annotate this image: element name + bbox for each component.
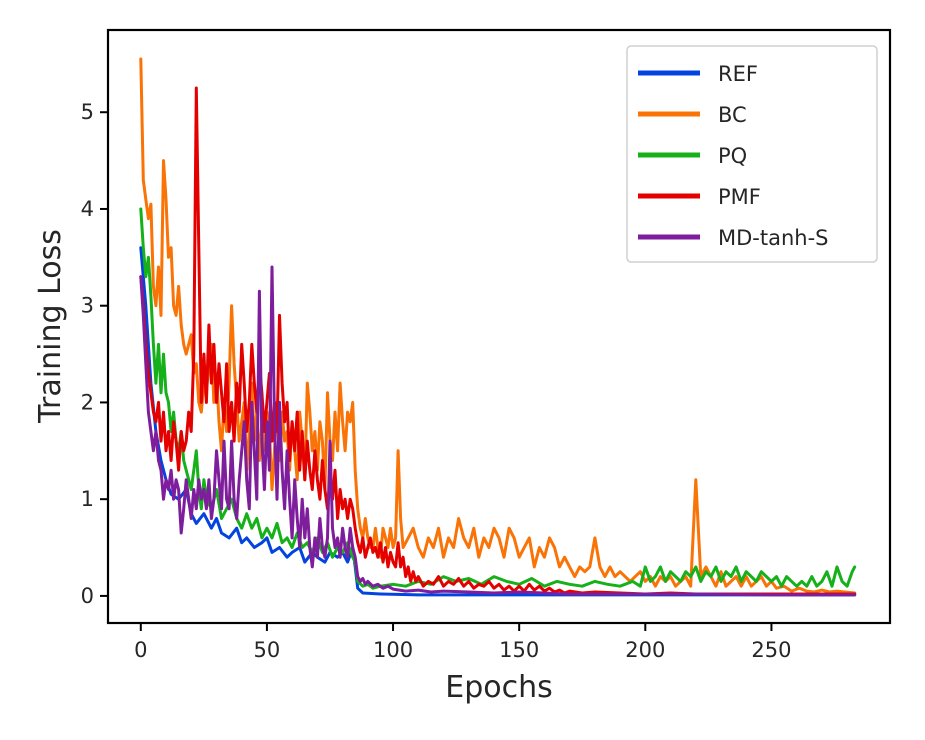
legend-label-md-tanh-s: MD-tanh-S xyxy=(718,226,829,250)
y-axis: 0 1 2 3 4 5 xyxy=(81,100,108,608)
x-axis: 0 50 100 150 200 250 xyxy=(134,623,791,662)
y-axis-label: Training Loss xyxy=(33,229,68,424)
series-layer xyxy=(139,57,857,597)
series-line-md-tanh-s xyxy=(139,265,857,597)
y-tick-label: 5 xyxy=(81,100,94,124)
legend-label-pq: PQ xyxy=(718,144,747,168)
x-tick-label: 0 xyxy=(134,638,147,662)
y-tick-label: 4 xyxy=(81,197,94,221)
x-tick-label: 50 xyxy=(254,638,281,662)
legend-label-ref: REF xyxy=(718,62,758,86)
y-tick-label: 3 xyxy=(81,294,94,318)
legend-items: REF BC PQ PMF MD-tanh-S xyxy=(638,62,829,250)
y-tick-label: 0 xyxy=(81,584,94,608)
legend-label-pmf: PMF xyxy=(718,185,761,209)
x-tick-label: 200 xyxy=(625,638,665,662)
legend: REF BC PQ PMF MD-tanh-S xyxy=(626,45,878,263)
plot-frame xyxy=(106,28,892,625)
x-axis-label: Epochs xyxy=(445,670,553,705)
x-tick-label: 150 xyxy=(499,638,539,662)
x-tick-label: 100 xyxy=(373,638,413,662)
series-line-pq xyxy=(139,207,857,590)
y-tick-label: 1 xyxy=(81,487,94,511)
x-tick-label: 250 xyxy=(751,638,791,662)
legend-box xyxy=(626,45,878,263)
legend-label-bc: BC xyxy=(718,103,747,127)
y-tick-label: 2 xyxy=(81,390,94,414)
